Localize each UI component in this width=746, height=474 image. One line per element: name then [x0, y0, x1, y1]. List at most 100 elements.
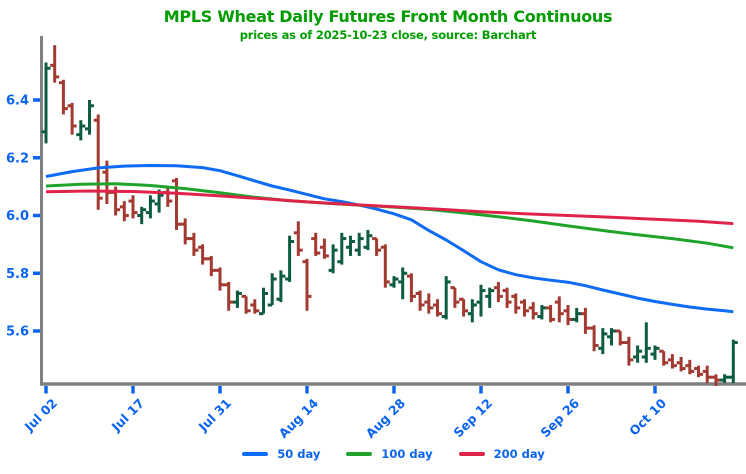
x-tick-label: Sep 12 — [450, 396, 495, 441]
ohlc-bar — [180, 218, 190, 245]
ohlc-bar — [311, 232, 321, 256]
axes — [40, 36, 746, 386]
ohlc-bar — [537, 305, 547, 320]
ohlc-bar — [685, 359, 695, 375]
ohlc-bar — [293, 221, 303, 256]
y-tick-label: 6.4 — [6, 94, 29, 109]
ohlc-bar — [276, 270, 286, 303]
ohlc-bars — [41, 45, 738, 386]
ohlc-bar — [511, 293, 521, 314]
ohlc-bar — [224, 281, 234, 311]
ohlc-bar — [433, 299, 442, 317]
ohlc-bar — [502, 287, 512, 308]
ohlc-bar — [520, 299, 529, 317]
chart-legend: 50 day 100 day 200 day — [41, 444, 746, 464]
ohlc-bar — [145, 195, 155, 219]
ohlc-bar — [424, 293, 434, 314]
ohlc-bar — [267, 273, 277, 307]
ohlc-bar — [485, 287, 495, 308]
legend-label-50-day: 50 day — [277, 447, 321, 461]
ohlc-bar — [702, 365, 712, 383]
ohlc-bar — [354, 232, 364, 256]
ohlc-bar — [633, 345, 643, 363]
ohlc-bar — [302, 258, 312, 311]
ohlc-bar — [589, 325, 599, 352]
x-tick-label: Jul 17 — [108, 396, 147, 435]
ohlc-bar — [441, 276, 451, 320]
ohlc-bar — [415, 290, 425, 311]
ohlc-bar — [694, 365, 703, 378]
ohlc-bar — [346, 235, 355, 256]
y-tick-label: 5.6 — [6, 325, 29, 340]
ma100-line-swatch — [346, 452, 373, 456]
legend-item-100-day: 100 day — [346, 447, 433, 461]
ohlc-bar — [206, 255, 216, 277]
ohlc-bar — [406, 273, 416, 303]
ma-line-200-day — [45, 189, 734, 226]
ohlc-bar — [650, 345, 660, 360]
ohlc-bar — [285, 235, 295, 282]
ohlc-bar — [319, 238, 329, 259]
ohlc-bar — [676, 356, 686, 372]
ohlc-bar — [476, 284, 486, 317]
ohlc-bar — [380, 244, 390, 288]
ohlc-bar — [58, 79, 68, 115]
ohlc-bar — [328, 244, 338, 274]
ohlc-bar — [528, 302, 538, 320]
ohlc-bar — [563, 305, 573, 326]
ohlc-bar — [459, 297, 469, 317]
x-tick-label: Jul 31 — [195, 396, 234, 435]
legend-label-100-day: 100 day — [381, 447, 433, 461]
ohlc-bar — [93, 114, 103, 210]
legend-item-200-day: 200 day — [458, 447, 545, 461]
ohlc-bar — [198, 244, 208, 265]
ohlc-bar — [172, 177, 181, 230]
ohlc-bar — [572, 307, 582, 323]
ohlc-bar — [337, 232, 347, 265]
ma-line-50-day — [45, 164, 734, 314]
ohlc-bar — [259, 287, 268, 316]
ma50-line-swatch — [242, 452, 269, 456]
ohlc-bar — [372, 237, 382, 256]
ohlc-bar — [241, 294, 251, 314]
x-tick-label: Aug 14 — [276, 395, 322, 441]
ohlc-bar — [363, 229, 373, 251]
ohlc-bar — [232, 290, 242, 308]
ohlc-bar — [41, 62, 51, 144]
x-tick-label: Aug 28 — [363, 396, 408, 441]
ohlc-bar — [667, 354, 677, 369]
ohlc-bar — [607, 328, 616, 346]
ohlc-bar — [398, 267, 408, 300]
legend-label-200-day: 200 day — [493, 447, 545, 461]
y-axis: 6.4 6.2 6.0 5.8 5.6 — [6, 94, 40, 340]
ohlc-bar — [720, 374, 730, 383]
x-tick-label: Oct 10 — [626, 395, 669, 438]
ohlc-bar — [546, 305, 556, 323]
chart-subtitle: prices as of 2025-10-23 close, source: B… — [239, 28, 537, 42]
ohlc-bar — [554, 296, 564, 323]
ohlc-bar — [215, 267, 225, 291]
ohlc-bar — [624, 336, 634, 366]
ohlc-bar — [189, 232, 199, 256]
ohlc-bar — [128, 195, 138, 219]
page-title: MPLS Wheat Daily Futures Front Month Con… — [163, 7, 613, 26]
ohlc-bar — [67, 102, 77, 135]
ohlc-bar — [659, 349, 669, 366]
ohlc-bar — [137, 206, 147, 225]
ohlc-bar — [85, 100, 94, 135]
ma200-line-swatch — [458, 452, 485, 456]
ohlc-bar — [493, 281, 503, 303]
ohlc-bar — [598, 328, 608, 355]
y-tick-label: 6.2 — [6, 151, 29, 166]
ohlc-bar — [163, 186, 173, 207]
x-tick-label: Jul 02 — [21, 396, 60, 435]
ohlc-bar — [615, 329, 625, 346]
ohlc-bar — [467, 299, 477, 323]
ohlc-bar — [728, 339, 738, 383]
ohlc-bar — [450, 286, 460, 308]
ohlc-bar — [76, 120, 86, 141]
y-tick-label: 5.8 — [6, 267, 29, 282]
x-axis: Jul 02 Jul 17 Jul 31 Aug 14 Aug 28 Sep 12 Sep … — [21, 386, 669, 441]
